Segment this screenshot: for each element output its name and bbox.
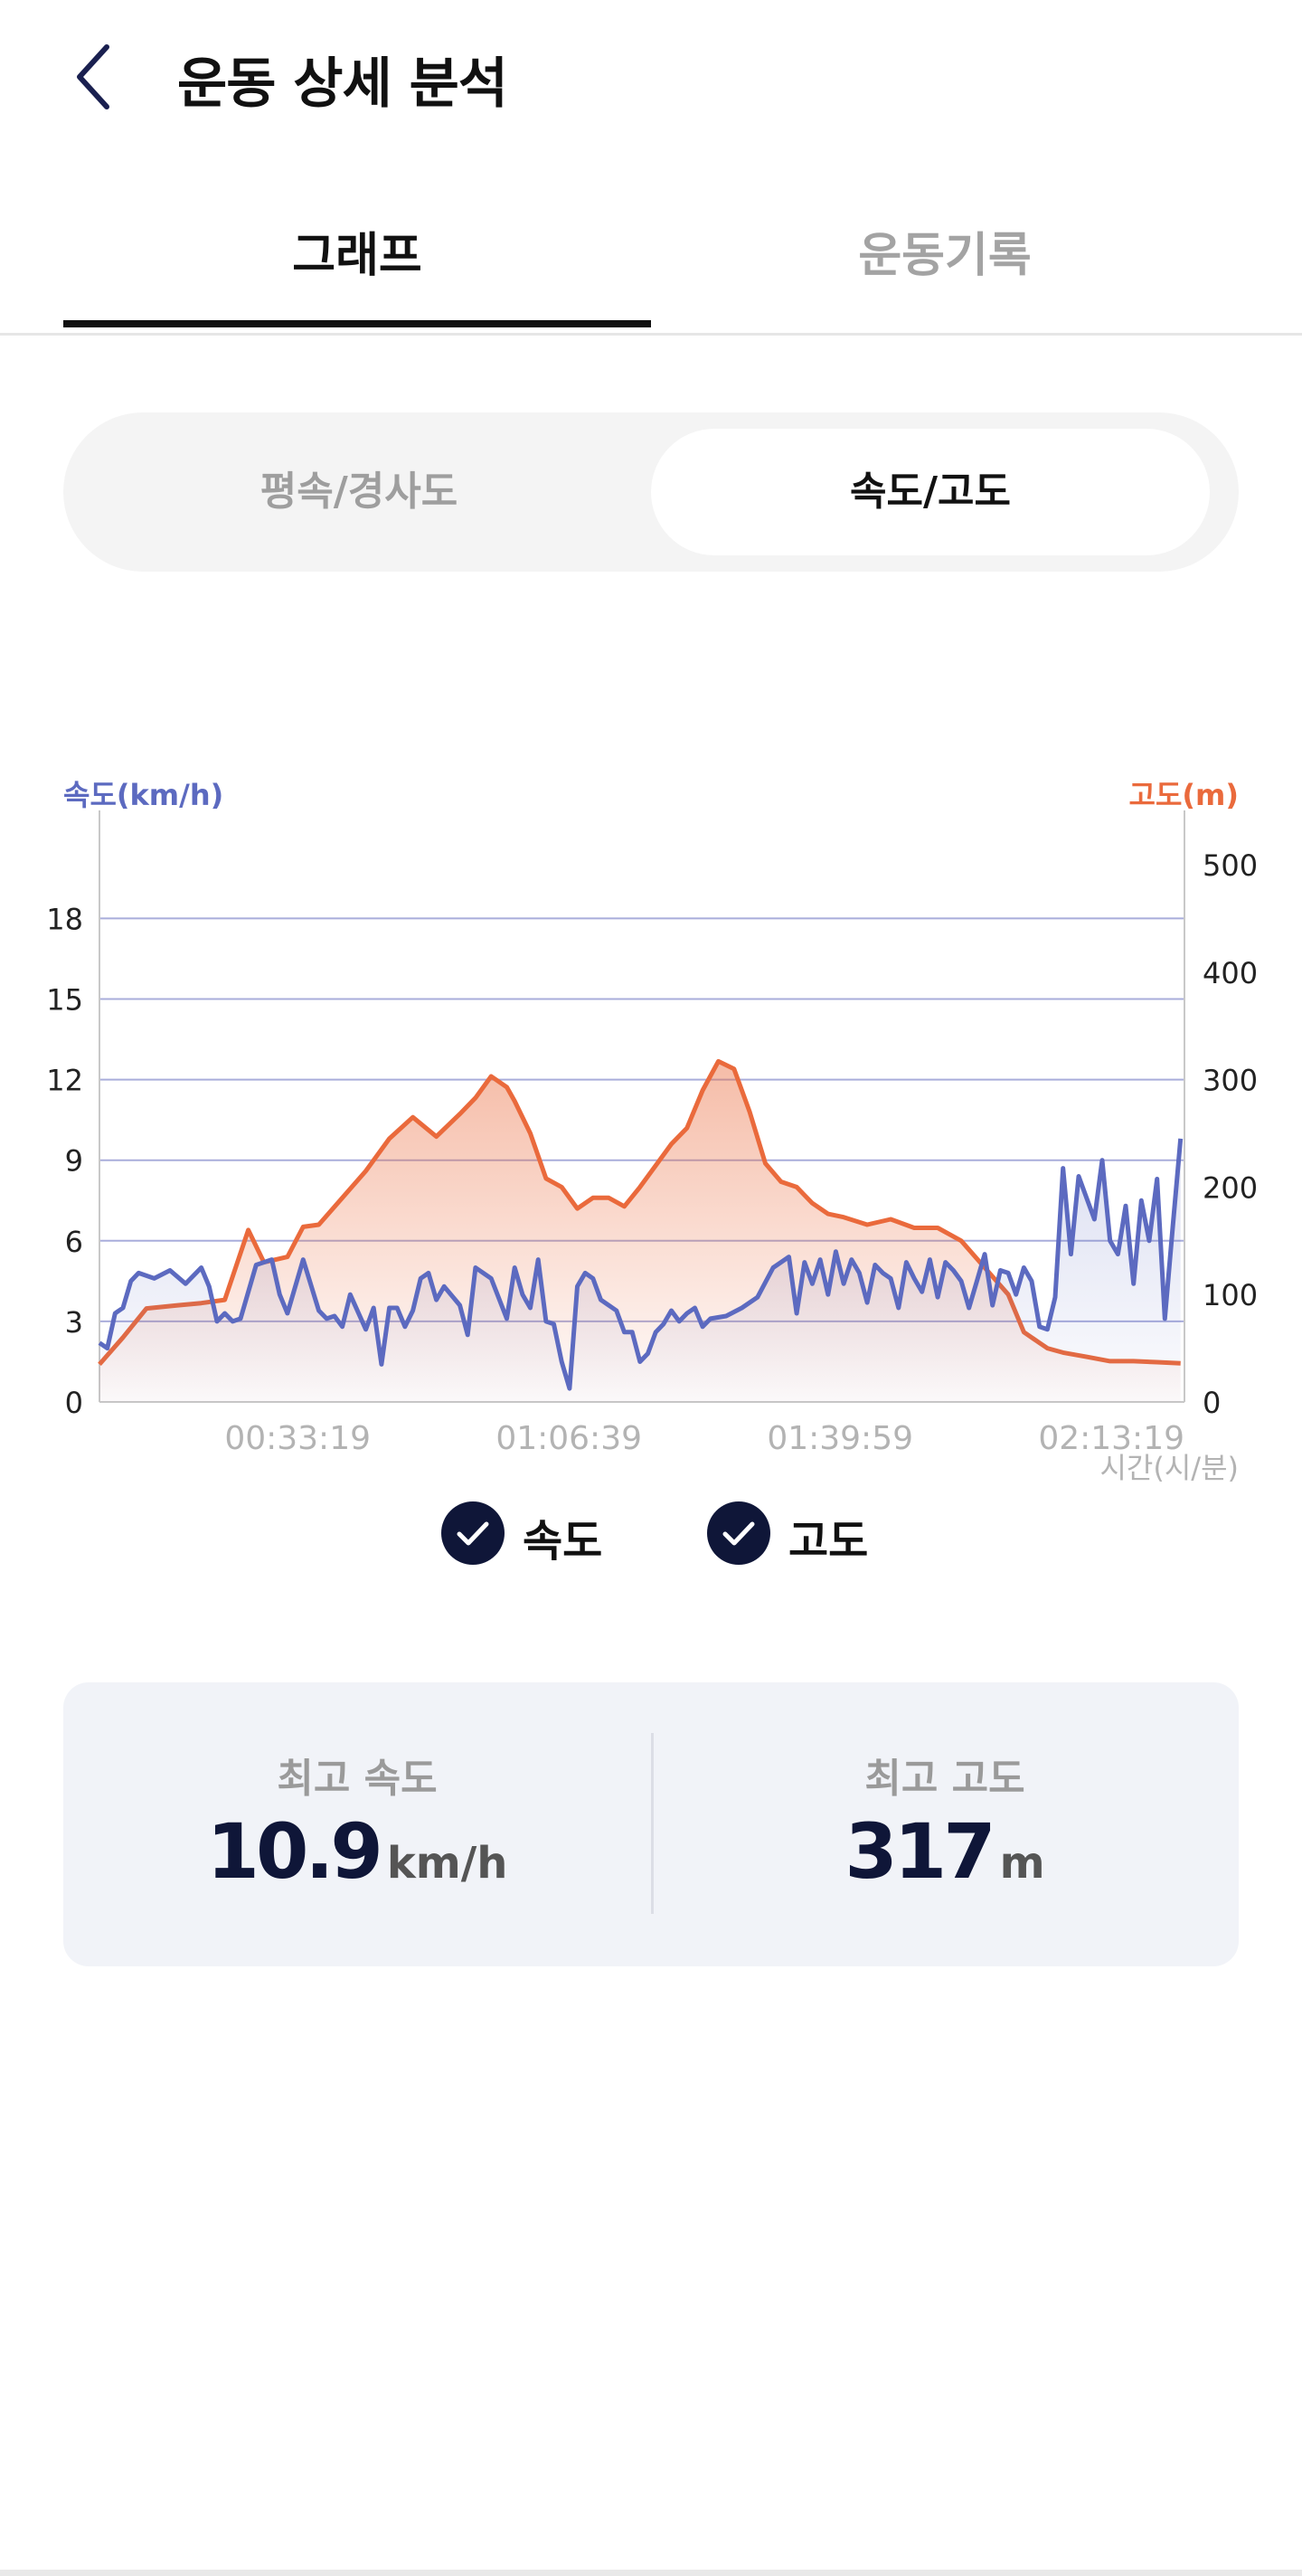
speed-series-line: [98, 1138, 1184, 1391]
right-tick-label: 400: [1203, 956, 1258, 990]
chart-canvas: 속도(km/h) 고도(m) 0 3 6 9 12 15 18 0 100 200 300 400 500 0…: [46, 778, 1258, 1485]
tab-bar: 그래프 운동기록: [0, 190, 1302, 336]
right-tick-label: 100: [1203, 1278, 1258, 1312]
app-header: 운동 상세 분석: [0, 0, 1302, 154]
max-altitude-value-row: 317 m: [651, 1807, 1239, 1896]
tab-graph[interactable]: 그래프: [292, 229, 422, 283]
left-tick-label: 0: [65, 1386, 83, 1420]
chart-type-toggle: 평속/경사도 속도/고도: [63, 412, 1239, 572]
max-speed-value-row: 10.9 km/h: [63, 1807, 651, 1896]
page-title: 운동 상세 분석: [177, 52, 508, 116]
toggle-avg-speed-slope[interactable]: 평속/경사도: [259, 469, 458, 515]
back-button[interactable]: [63, 36, 136, 118]
right-tick-label: 300: [1203, 1064, 1258, 1098]
max-speed-unit: km/h: [386, 1838, 508, 1889]
x-tick-label: 00:33:19: [224, 1420, 371, 1457]
left-tick-label: 15: [46, 983, 83, 1018]
left-tick-label: 18: [46, 902, 83, 936]
check-icon: [707, 1501, 770, 1565]
left-tick-label: 6: [65, 1225, 83, 1259]
max-speed-stat: 최고 속도 10.9 km/h: [63, 1682, 651, 1966]
right-tick-label: 200: [1203, 1170, 1258, 1205]
x-tick-label: 02:13:19: [1038, 1420, 1184, 1457]
left-tick-label: 3: [65, 1305, 83, 1340]
bottom-nav-divider: [0, 2570, 1302, 2576]
max-altitude-stat: 최고 고도 317 m: [651, 1682, 1239, 1966]
legend-altitude-label: 고도: [788, 1516, 869, 1567]
left-axis-label: 속도(km/h): [63, 778, 223, 812]
toggle-speed-altitude[interactable]: 속도/고도: [651, 429, 1210, 555]
right-axis-label: 고도(m): [1129, 778, 1239, 812]
right-tick-label: 500: [1203, 848, 1258, 883]
x-tick-label: 01:39:59: [767, 1420, 913, 1457]
legend-altitude-toggle[interactable]: 고도: [707, 1498, 888, 1570]
max-altitude-unit: m: [999, 1838, 1045, 1889]
max-altitude-label: 최고 고도: [864, 1756, 1025, 1802]
left-tick-label: 9: [65, 1144, 83, 1179]
legend-speed-toggle[interactable]: 속도: [441, 1498, 622, 1570]
max-speed-label: 최고 속도: [277, 1756, 438, 1802]
speed-series-area: [99, 1138, 1181, 1402]
chevron-left-icon: [77, 44, 109, 109]
legend-speed-label: 속도: [523, 1516, 603, 1567]
speed-altitude-chart: 속도(km/h) 고도(m) 0 3 6 9 12 15 18 0 100 200 300 400 500 0…: [0, 760, 1302, 1511]
stats-divider: [651, 1733, 654, 1914]
max-altitude-value: 317: [844, 1807, 995, 1896]
left-tick-label: 12: [46, 1064, 83, 1098]
check-icon: [441, 1501, 505, 1565]
active-tab-indicator: [63, 320, 651, 327]
x-axis-label: 시간(시/분): [1099, 1451, 1239, 1485]
max-speed-value: 10.9: [206, 1807, 383, 1896]
tab-exercise-record[interactable]: 운동기록: [858, 229, 1032, 283]
x-tick-label: 01:06:39: [495, 1420, 642, 1457]
stats-card: 최고 속도 10.9 km/h 최고 고도 317 m: [63, 1682, 1239, 1966]
right-tick-label: 0: [1203, 1386, 1221, 1420]
